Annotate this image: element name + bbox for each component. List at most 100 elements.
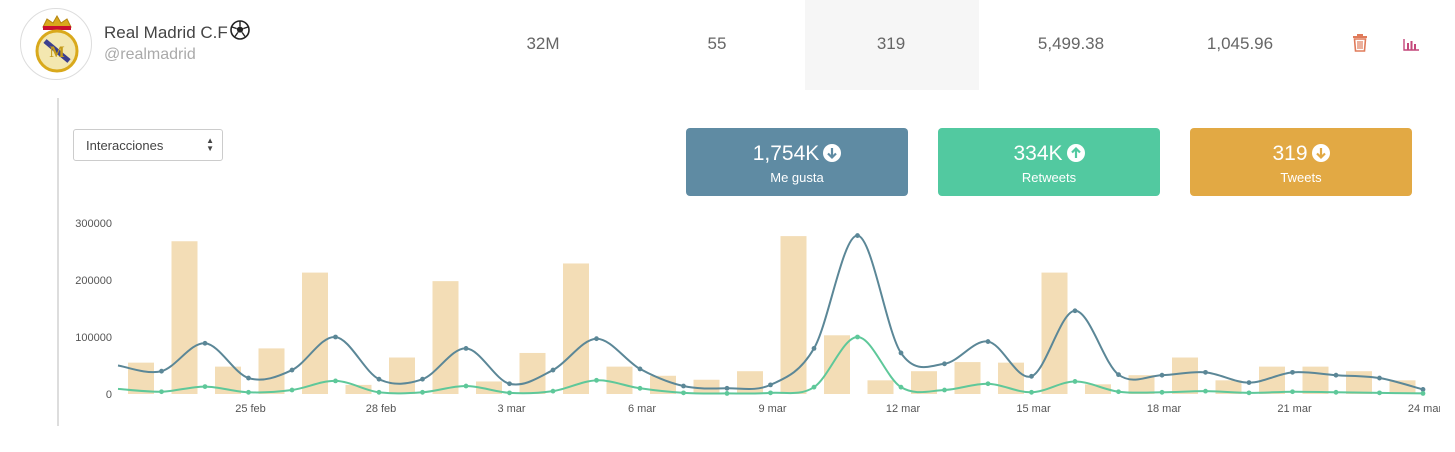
retweets-value: 334K (1013, 142, 1063, 165)
series-point (1203, 369, 1208, 375)
x-tick-label: 18 mar (1147, 403, 1182, 415)
series-point (507, 390, 512, 396)
series-point (811, 384, 817, 390)
retweets-card: 334K Retweets (938, 128, 1160, 196)
series-point (1159, 389, 1165, 395)
bar (302, 272, 328, 394)
x-tick-label: 28 feb (366, 403, 397, 415)
likes-card: 1,754K Me gusta (686, 128, 908, 196)
trash-icon[interactable] (1352, 34, 1368, 57)
svg-text:M: M (49, 44, 64, 61)
series-point (420, 376, 425, 382)
series-point (1203, 388, 1208, 394)
series-point (898, 384, 904, 390)
arrow-down-circle-icon (823, 144, 842, 162)
series-point (724, 391, 730, 396)
series-point (1246, 390, 1252, 396)
y-tick-label: 200000 (75, 275, 112, 287)
stat-value-2: 55 (707, 34, 727, 53)
followers-value: 32M (526, 34, 560, 53)
series-point (1029, 373, 1034, 379)
bar (1172, 357, 1198, 394)
bar (171, 241, 198, 394)
series-point (855, 233, 860, 238)
series-point (420, 389, 425, 395)
series-point (550, 367, 556, 373)
series-point (1420, 391, 1426, 396)
x-tick-label: 25 feb (235, 403, 266, 415)
x-tick-label: 24 mar (1408, 403, 1440, 415)
series-point (1072, 379, 1078, 384)
bar-chart-icon[interactable] (1403, 38, 1419, 56)
y-tick-label: 0 (106, 389, 112, 401)
series-point (1029, 389, 1034, 395)
bar (563, 263, 589, 394)
series-point (594, 336, 599, 342)
series-point (507, 381, 512, 387)
series-point (333, 334, 338, 340)
account-row: M Real Madrid C.F @realmadrid 32M 55 319… (0, 0, 1455, 90)
metric-select-value: Interacciones (86, 138, 164, 153)
series-point (1333, 389, 1339, 395)
arrow-up-circle-icon (1066, 144, 1085, 162)
series-point (246, 389, 251, 395)
x-axis-ticks: 25 feb 28 feb 3 mar 6 mar 9 mar 12 mar 15 mar 1… (235, 403, 1440, 415)
bar (389, 357, 415, 394)
stat-value-3: 319 (876, 34, 906, 53)
y-tick-label: 100000 (75, 332, 112, 344)
bar (650, 375, 676, 394)
detail-divider (57, 98, 59, 426)
series-point (159, 368, 164, 374)
stat-value-5: 1,045.96 (1206, 34, 1274, 53)
series-point (246, 375, 251, 381)
account-name[interactable]: Real Madrid C.F (104, 20, 250, 45)
y-axis-ticks: 0 100000 200000 300000 (75, 218, 112, 401)
y-tick-label: 300000 (75, 218, 112, 230)
series-point (550, 388, 556, 394)
series-point (289, 367, 295, 373)
series-point (1420, 387, 1426, 392)
bar (1302, 366, 1329, 394)
bar (780, 236, 807, 394)
series-point (376, 389, 382, 395)
series-point (681, 390, 686, 396)
line-series (117, 233, 1426, 396)
bar (1085, 384, 1111, 394)
bar (258, 348, 285, 394)
tweets-card: 319 Tweets (1190, 128, 1412, 196)
series-point (724, 385, 730, 391)
x-tick-label: 9 mar (758, 403, 786, 415)
account-handle: @realmadrid (104, 46, 196, 63)
series-point (376, 376, 382, 382)
tweets-value: 319 (1272, 142, 1308, 165)
bar (954, 362, 981, 394)
series-point (1333, 372, 1339, 378)
series-point (637, 385, 643, 391)
bar (1346, 371, 1372, 394)
tweets-label: Tweets (1280, 170, 1322, 185)
bar (693, 379, 720, 394)
series-point (1159, 372, 1165, 378)
metric-select[interactable]: Interacciones ▲ ▼ (73, 129, 223, 161)
bar (128, 362, 154, 394)
series-line (117, 234, 1424, 391)
series-point (681, 383, 686, 389)
bar (1215, 380, 1242, 394)
series-point (768, 390, 773, 396)
series-point (202, 340, 208, 346)
bar (1041, 272, 1068, 394)
arrow-down-circle-icon (1311, 144, 1330, 162)
x-tick-label: 6 mar (628, 403, 656, 415)
series-point (333, 378, 338, 384)
series-point (1377, 390, 1382, 396)
bar (432, 281, 459, 394)
series-point (942, 387, 947, 393)
series-point (942, 361, 947, 367)
avatar[interactable]: M (20, 8, 92, 80)
interactions-chart: 0 100000 200000 300000 25 feb 28 feb 3 mar 6 m… (75, 218, 1440, 415)
series-point (289, 387, 295, 393)
series-point (594, 377, 599, 383)
series-point (1072, 308, 1078, 314)
bar (737, 371, 763, 394)
series-point (637, 366, 643, 372)
